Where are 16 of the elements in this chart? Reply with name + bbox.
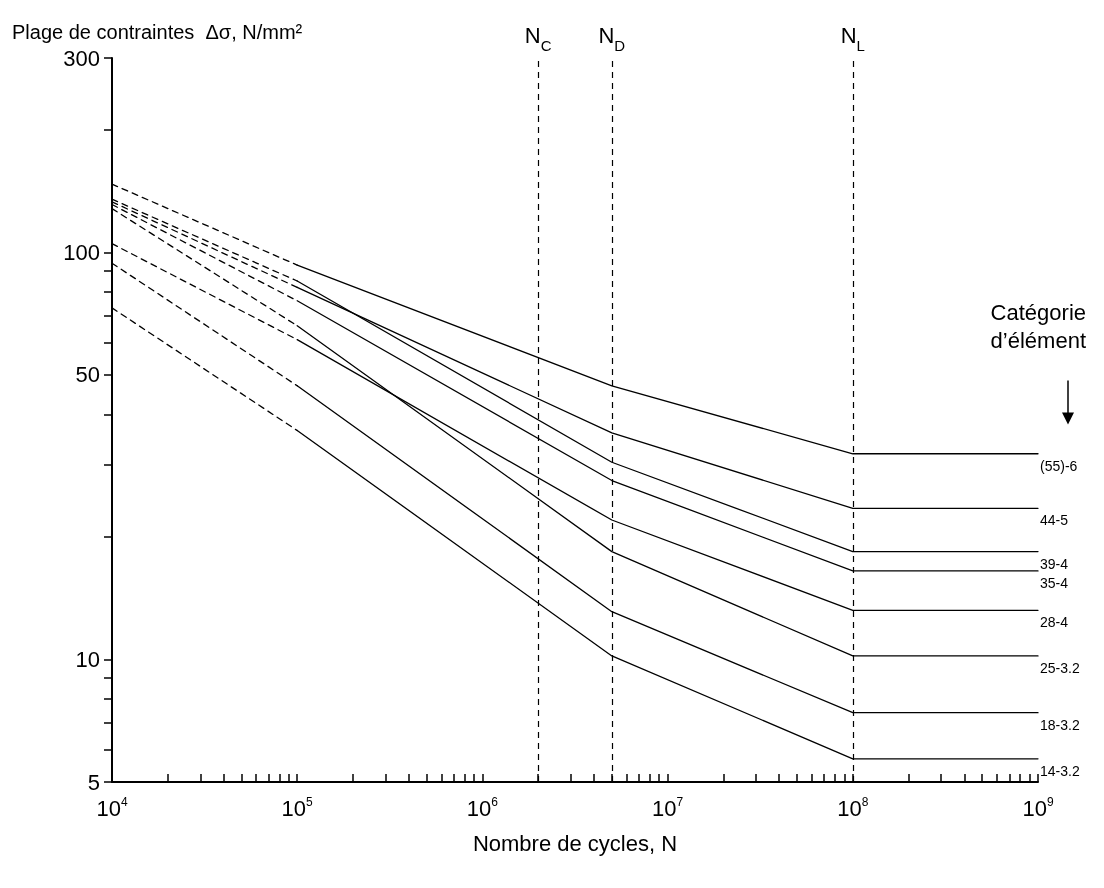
series-label: 28-4 [1040, 614, 1069, 631]
series-label: 25-3.2 [1040, 659, 1080, 676]
series-label: 35-4 [1040, 574, 1069, 591]
y-tick-label: 300 [63, 45, 100, 71]
annotation: Catégorie d’élément [990, 299, 1086, 353]
y-tick-label: 50 [75, 362, 100, 388]
series-label: 44-5 [1040, 512, 1069, 529]
y-tick-label: 5 [87, 769, 100, 795]
series-label: 18-3.2 [1040, 716, 1080, 733]
series-label: (55)-6 [1040, 457, 1078, 474]
x-axis-title: Nombre de cycles, N [472, 830, 678, 856]
y-tick-label: 10 [75, 646, 100, 672]
y-axis-title: Plage de contraintes Δσ, N/mm² [12, 21, 303, 43]
series-label: 39-4 [1040, 555, 1069, 572]
y-tick-label: 100 [63, 239, 100, 265]
series-label: 14-3.2 [1040, 762, 1080, 779]
